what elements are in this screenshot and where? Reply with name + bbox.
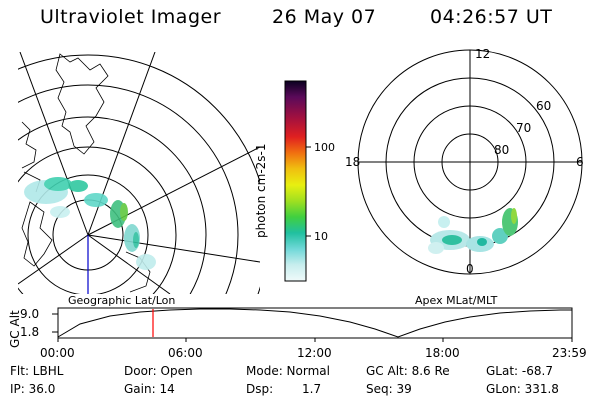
filter-label: Flt: LBHL bbox=[10, 364, 64, 378]
mlt-label-6: 6 bbox=[576, 155, 584, 169]
colorbar-tick-10: 10 bbox=[314, 230, 328, 243]
colorbar-tick-100: 100 bbox=[314, 141, 335, 154]
mlt-label-12: 12 bbox=[475, 47, 490, 61]
orbit-xtick-1200: 12:00 bbox=[297, 346, 332, 360]
geographic-map bbox=[18, 52, 260, 294]
orbit-ytick-1-8: 1.8 bbox=[20, 325, 39, 339]
meridian-line bbox=[87, 234, 171, 294]
orbit-ylabel: GC Alt bbox=[8, 310, 22, 348]
door-label: Door: Open bbox=[124, 364, 193, 378]
lat-circle bbox=[18, 146, 177, 294]
orbit-xtick-0600: 06:00 bbox=[168, 346, 203, 360]
coastline bbox=[21, 201, 53, 267]
lat-circle bbox=[18, 84, 239, 294]
orbit-xtick-0000: 00:00 bbox=[40, 346, 75, 360]
orbit-altitude-curve bbox=[57, 308, 572, 338]
orbit-altitude-plot: 9.0 1.8 00:00 06:00 12:00 18:00 23:59 bbox=[20, 307, 587, 360]
orbit-xtick-2359: 23:59 bbox=[552, 346, 587, 360]
instrument-title: Ultraviolet Imager bbox=[40, 6, 222, 28]
colorbar-gradient bbox=[284, 80, 307, 282]
orbit-ytick-9: 9.0 bbox=[20, 307, 39, 321]
polar-panel-label: Apex MLat/MLT bbox=[415, 294, 498, 307]
lat-label-60: 60 bbox=[536, 99, 551, 113]
glat-label: GLat: -68.7 bbox=[486, 364, 553, 378]
geographic-panel-label: Geographic Lat/Lon bbox=[68, 294, 176, 307]
meridian-line bbox=[18, 234, 89, 285]
mode-label: Mode: Normal bbox=[246, 364, 330, 378]
meridian-line bbox=[19, 52, 89, 236]
glon-label: GLon: 331.8 bbox=[486, 382, 559, 396]
seq-label: Seq: 39 bbox=[366, 382, 412, 396]
aurora-oval-geographic bbox=[24, 177, 156, 270]
ip-label: IP: 36.0 bbox=[10, 382, 56, 396]
coastline bbox=[21, 121, 37, 169]
gain-label: Gain: 14 bbox=[124, 382, 175, 396]
dsp-label: Dsp: bbox=[246, 382, 274, 396]
lat-circle bbox=[27, 174, 149, 294]
lat-label-80: 80 bbox=[494, 143, 509, 157]
time-label: 04:26:57 UT bbox=[430, 6, 553, 28]
meridian-line bbox=[87, 234, 260, 263]
polar-plot: 12 18 6 0 60 70 80 bbox=[345, 47, 584, 276]
orbit-plot-frame bbox=[57, 307, 573, 339]
coastline bbox=[55, 53, 109, 155]
dsp-value: 1.7 bbox=[302, 382, 322, 396]
orbit-xtick-1800: 18:00 bbox=[425, 346, 460, 360]
lat-circle bbox=[18, 116, 207, 294]
gc-alt-label: GC Alt: 8.6 Re bbox=[366, 364, 450, 378]
coastline bbox=[125, 251, 151, 293]
lat-label-70: 70 bbox=[516, 121, 531, 135]
lat-circle bbox=[18, 54, 260, 294]
colorbar: 100 10 bbox=[284, 80, 335, 282]
colorbar-title: photon cm-2s-1 bbox=[254, 143, 268, 239]
mlt-label-18: 18 bbox=[345, 155, 360, 169]
aurora-oval-polar bbox=[428, 208, 518, 254]
mlt-label-0: 0 bbox=[466, 262, 474, 276]
date-label: 26 May 07 bbox=[272, 6, 377, 28]
